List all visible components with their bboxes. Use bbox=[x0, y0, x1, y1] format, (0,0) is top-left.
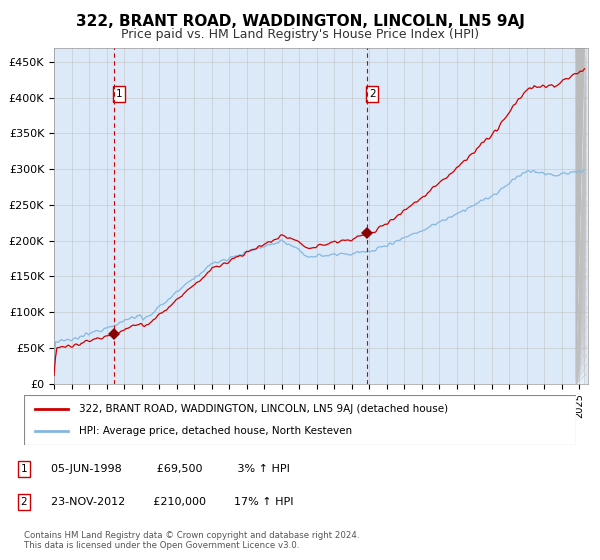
Text: 1: 1 bbox=[20, 464, 28, 474]
Text: 322, BRANT ROAD, WADDINGTON, LINCOLN, LN5 9AJ: 322, BRANT ROAD, WADDINGTON, LINCOLN, LN… bbox=[76, 14, 524, 29]
Text: HPI: Average price, detached house, North Kesteven: HPI: Average price, detached house, Nort… bbox=[79, 426, 352, 436]
Text: 2: 2 bbox=[20, 497, 28, 507]
Text: 322, BRANT ROAD, WADDINGTON, LINCOLN, LN5 9AJ (detached house): 322, BRANT ROAD, WADDINGTON, LINCOLN, LN… bbox=[79, 404, 448, 414]
Text: 23-NOV-2012        £210,000        17% ↑ HPI: 23-NOV-2012 £210,000 17% ↑ HPI bbox=[51, 497, 293, 507]
Text: 05-JUN-1998          £69,500          3% ↑ HPI: 05-JUN-1998 £69,500 3% ↑ HPI bbox=[51, 464, 290, 474]
FancyBboxPatch shape bbox=[24, 395, 576, 445]
Text: Price paid vs. HM Land Registry's House Price Index (HPI): Price paid vs. HM Land Registry's House … bbox=[121, 28, 479, 41]
Polygon shape bbox=[576, 48, 584, 384]
Text: 2: 2 bbox=[369, 89, 376, 99]
Text: 1: 1 bbox=[115, 89, 122, 99]
Text: Contains HM Land Registry data © Crown copyright and database right 2024.
This d: Contains HM Land Registry data © Crown c… bbox=[24, 530, 359, 550]
